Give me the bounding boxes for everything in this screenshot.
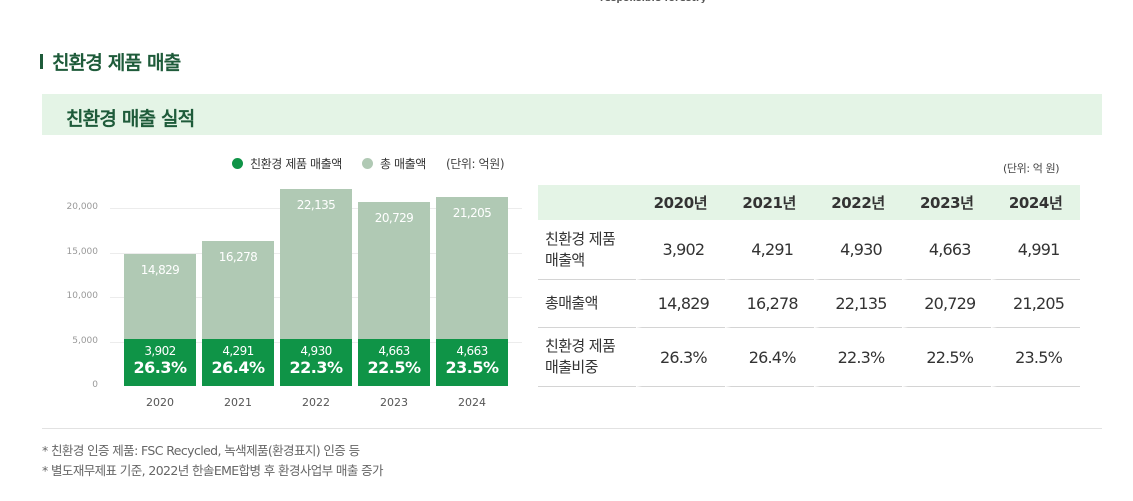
section-title: 친환경 제품 매출 [40,48,181,75]
table-cell: 4,930 [813,220,903,280]
cropped-header-text: responsible forestry [600,0,707,4]
table-cell: 14,829 [636,280,725,328]
x-axis-tick: 2021 [224,396,252,409]
y-axis-tick: 5,000 [72,335,98,346]
x-axis-tick: 2020 [146,396,174,409]
bar-eco-2023: 4,663 22.5% [358,339,430,386]
table-unit: (단위: 억 원) [1003,162,1060,175]
table-cell: 26.4% [724,328,814,387]
table-row-eco-sales: 친환경 제품 매출액 3,902 4,291 4,930 4,663 4,991 [538,220,1080,280]
subsection-banner: 친환경 매출 실적 [42,94,1102,135]
table-cell: 22.5% [902,328,992,387]
table-row-eco-share: 친환경 제품 매출비중 26.3% 26.4% 22.3% 22.5% 23.5% [538,328,1080,387]
table-header-cell: 2022년 [813,185,903,220]
footnote: * 친환경 인증 제품: FSC Recycled, 녹색제품(환경표지) 인증… [42,443,360,458]
table-cell: 26.3% [636,328,725,387]
table-cell: 4,991 [991,220,1080,280]
footnote: * 별도재무제표 기준, 2022년 한솔EME합병 후 환경사업부 매출 증가 [42,463,384,478]
y-axis-tick: 15,000 [66,246,99,257]
bar-total-label: 16,278 [218,250,258,265]
table-row-total-sales: 총매출액 14,829 16,278 22,135 20,729 21,205 [538,280,1080,328]
bar-eco-value: 4,663 [378,344,410,358]
x-axis-tick: 2024 [458,396,486,409]
bar-total-label: 20,729 [374,210,414,225]
bar-eco-2024: 4,663 23.5% [436,339,508,386]
table-header-cell: 2021년 [724,185,814,220]
table-cell: 16,278 [724,280,814,328]
bar-chart: 0 5,000 10,000 15,000 20,000 14,829 3,902 26.3%… [50,189,530,420]
table-cell: 4,291 [724,220,814,280]
row-label: 친환경 제품 매출액 [538,220,636,280]
bar-eco-2022: 4,930 22.3% [280,339,352,386]
table-header-cell [538,185,636,220]
table-header-cell: 2020년 [636,185,725,220]
bar-eco-2020: 3,902 26.3% [124,339,196,386]
x-axis-tick: 2022 [302,396,330,409]
footer-divider [42,428,1102,429]
y-axis-tick: 10,000 [66,291,99,301]
bar-eco-share: 22.5% [367,358,421,377]
footnotes: * 친환경 인증 제품: FSC Recycled, 녹색제품(환경표지) 인증… [42,441,384,481]
table-header-cell: 2024년 [991,185,1080,220]
table-cell: 22,135 [813,280,903,328]
x-axis-tick: 2023 [380,396,408,409]
bar-eco-share: 26.4% [211,358,265,377]
y-axis-tick: 0 [92,380,98,390]
legend-unit: (단위: 억원) [445,157,505,171]
bar-eco-share: 22.3% [289,358,343,377]
banner-title: 친환경 매출 실적 [66,108,195,130]
bar-eco-value: 4,930 [300,344,332,358]
table-cell: 23.5% [991,328,1080,387]
table-cell: 3,902 [636,220,725,280]
legend-label-total: 총 매출액 [379,157,426,171]
table-cell: 20,729 [902,280,992,328]
table-header-row: 2020년 2021년 2022년 2023년 2024년 [538,185,1080,220]
bar-eco-share: 26.3% [133,358,187,377]
bar-total-label: 14,829 [140,263,180,278]
table-cell: 21,205 [991,280,1080,328]
bar-total-label: 22,135 [296,198,336,212]
bar-eco-share: 23.5% [445,358,499,377]
table-cell: 22.3% [813,328,903,387]
table-header-cell: 2023년 [902,185,992,220]
table-cell: 4,663 [902,220,992,280]
section-title-text: 친환경 제품 매출 [52,52,181,74]
row-label: 총매출액 [538,280,636,328]
y-axis-tick: 20,000 [66,202,99,212]
row-label: 친환경 제품 매출비중 [538,328,636,387]
bar-eco-2021: 4,291 26.4% [202,339,274,386]
legend-label-eco: 친환경 제품 매출액 [250,157,342,171]
legend-item-total: 총 매출액 [361,155,426,172]
bar-eco-value: 3,902 [144,344,176,358]
bar-eco-value: 4,663 [456,344,488,358]
legend-item-eco: 친환경 제품 매출액 [232,155,342,172]
title-accent-bar [40,54,43,69]
eco-dot-icon [232,158,243,169]
sales-table: 2020년 2021년 2022년 2023년 2024년 친환경 제품 매출액 … [538,185,1080,387]
bar-total-label: 21,205 [452,206,492,221]
bar-eco-value: 4,291 [222,344,254,358]
total-dot-icon [361,158,373,169]
chart-legend: 친환경 제품 매출액 총 매출액 (단위: 억원) [232,155,505,172]
